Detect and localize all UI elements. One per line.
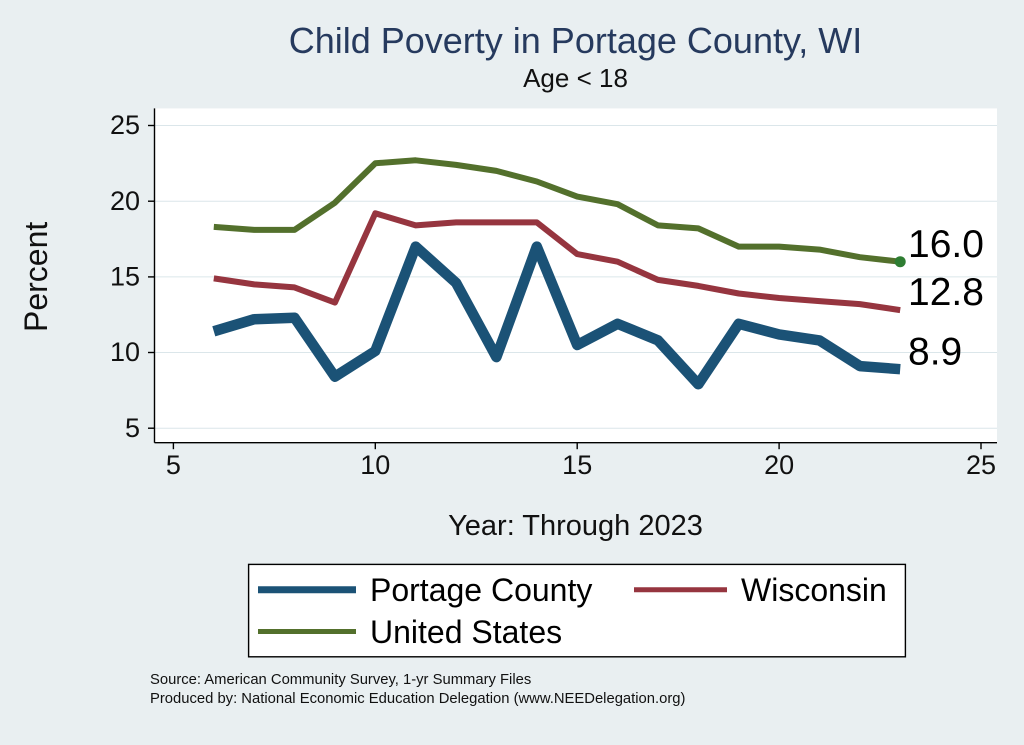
svg-text:Portage County: Portage County (370, 572, 592, 608)
svg-text:United States: United States (370, 614, 562, 650)
svg-text:Wisconsin: Wisconsin (741, 572, 887, 608)
